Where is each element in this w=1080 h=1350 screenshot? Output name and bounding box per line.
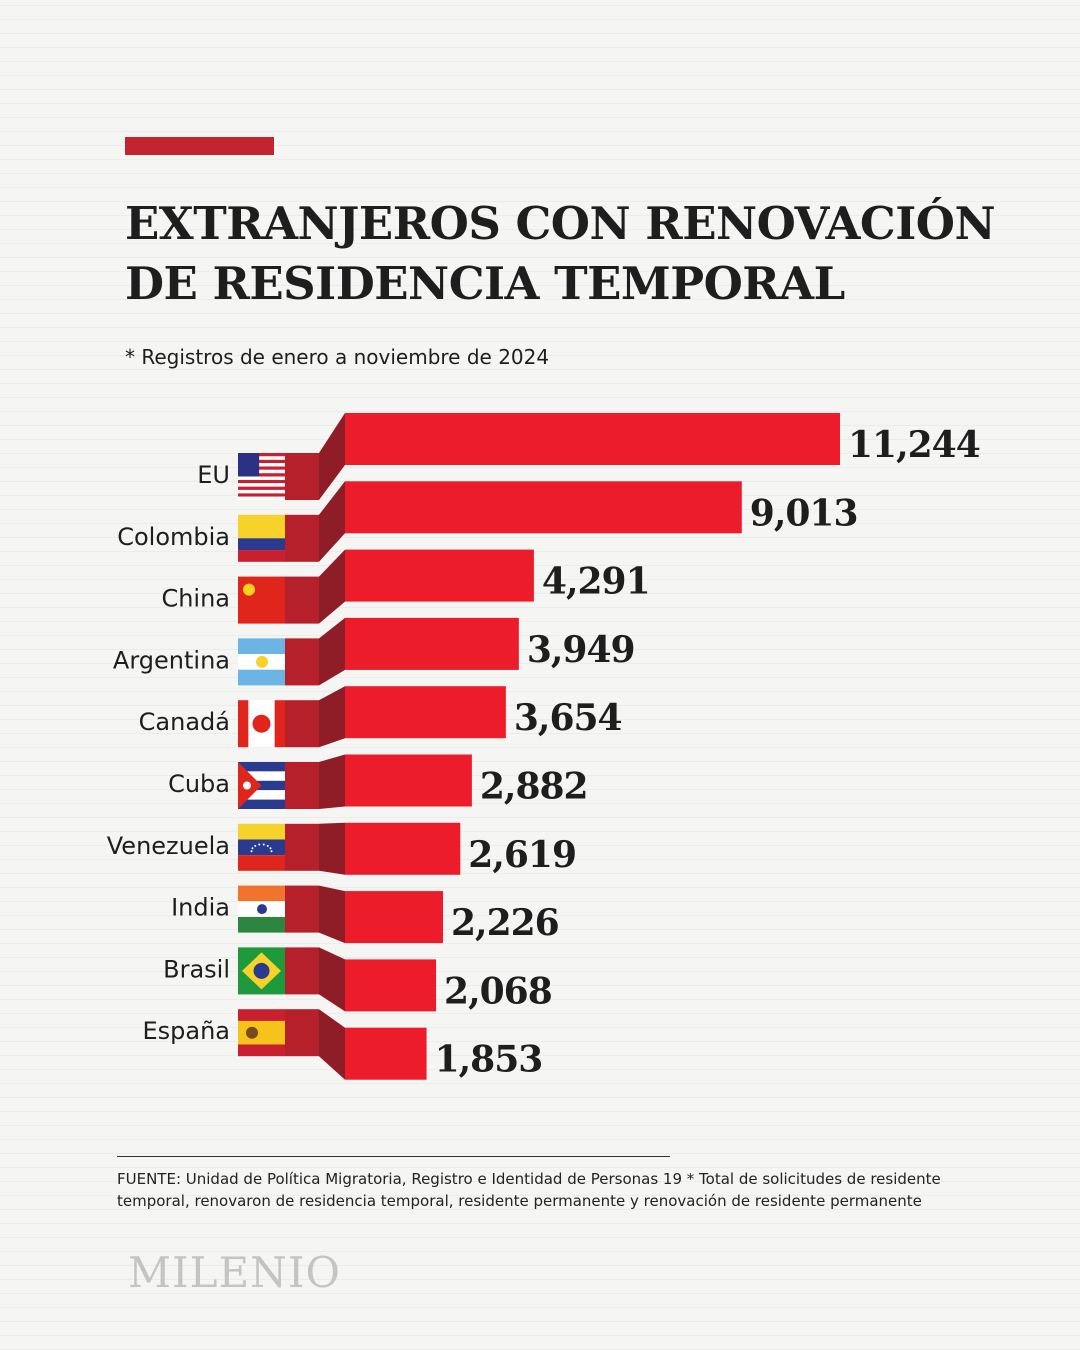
bar-ribbon (285, 762, 319, 809)
canada-flag-icon (238, 700, 285, 748)
category-label: EU (197, 461, 230, 489)
category-label: Cuba (168, 770, 230, 798)
footer-divider (117, 1156, 670, 1157)
bar-ribbon (285, 514, 319, 562)
category-label: Venezuela (107, 832, 230, 860)
bar-ribbon (285, 638, 319, 686)
category-label: Argentina (113, 646, 230, 674)
bar-fold (319, 549, 345, 624)
bar (345, 959, 437, 1012)
bar-fold (319, 947, 345, 1012)
bar-chart: 11,244 EU 9,013 Colombia 4,291 China 3,949 Arge… (107, 413, 981, 1081)
bar (345, 754, 472, 807)
usa-flag-icon (238, 453, 285, 500)
bar-ribbon (285, 823, 319, 871)
colombia-flag-icon (238, 514, 285, 562)
bar-ribbon (285, 453, 319, 500)
bar-fold (319, 754, 345, 809)
bar-fold (319, 686, 345, 748)
bar (345, 549, 534, 602)
source-note: FUENTE: Unidad de Política Migratoria, R… (117, 1170, 941, 1210)
category-label: Canadá (139, 708, 230, 736)
title-line-1: EXTRANJEROS CON RENOVACIÓN (125, 197, 996, 250)
value-label: 4,291 (542, 561, 650, 603)
bar (345, 822, 461, 875)
bar-fold (319, 822, 345, 875)
value-label: 2,619 (468, 834, 576, 876)
bar-fold (319, 1009, 345, 1080)
bar-ribbon (285, 700, 319, 748)
value-label: 9,013 (750, 492, 858, 534)
value-label: 3,654 (514, 697, 622, 739)
bar-fold (319, 885, 345, 944)
bar (345, 891, 443, 944)
bar-ribbon (285, 885, 319, 933)
category-label: China (161, 585, 230, 613)
china-flag-icon (238, 576, 285, 624)
brazil-flag-icon (238, 947, 285, 995)
bar-fold (319, 413, 345, 500)
india-flag-icon (238, 885, 285, 933)
category-label: India (171, 894, 230, 922)
subtitle: * Registros de enero a noviembre de 2024 (125, 345, 550, 369)
bar-ribbon (285, 1009, 319, 1057)
venezuela-flag-icon (238, 823, 285, 871)
value-label: 2,068 (444, 970, 552, 1012)
cuba-flag-icon (238, 762, 285, 809)
milenio-logo: MILENIO (128, 1248, 341, 1297)
category-label: Colombia (117, 523, 230, 551)
spain-flag-icon (238, 1009, 285, 1057)
accent-bar (125, 137, 274, 155)
bar-fold (319, 481, 345, 562)
argentina-flag-icon (238, 638, 285, 686)
value-label: 1,853 (435, 1039, 543, 1081)
bar-fold (319, 617, 345, 686)
value-label: 3,949 (527, 629, 635, 671)
category-label: Brasil (163, 955, 230, 983)
bar (345, 1027, 427, 1080)
bar (345, 686, 506, 739)
value-label: 2,226 (451, 902, 559, 944)
title-line-2: DE RESIDENCIA TEMPORAL (125, 257, 845, 310)
category-label: España (142, 1017, 230, 1045)
bar-ribbon (285, 947, 319, 995)
value-label: 11,244 (848, 424, 980, 466)
page-title: EXTRANJEROS CON RENOVACIÓN DE RESIDENCIA… (125, 194, 1025, 314)
bar-ribbon (285, 576, 319, 624)
bar (345, 413, 840, 465)
value-label: 2,882 (480, 766, 588, 808)
bar (345, 617, 519, 670)
bar (345, 481, 742, 534)
